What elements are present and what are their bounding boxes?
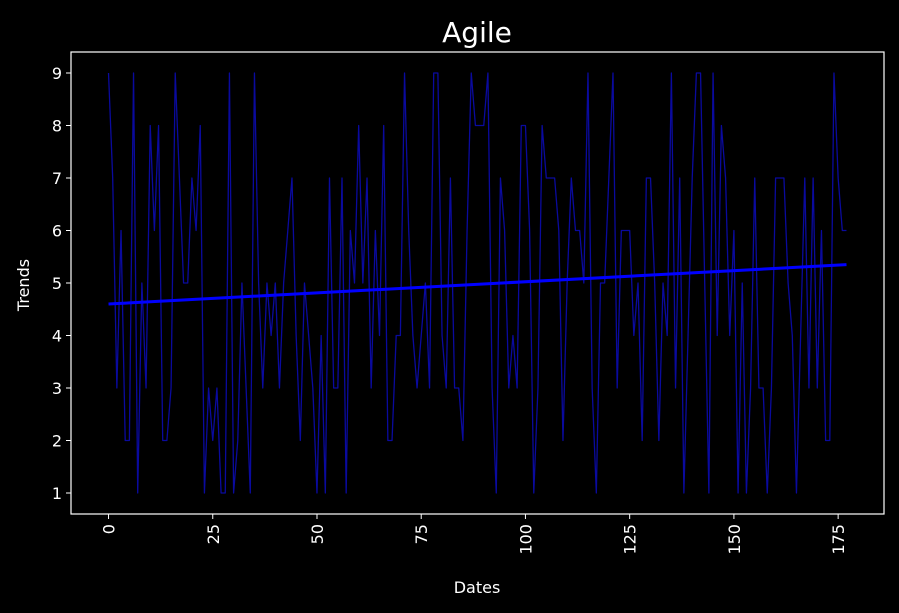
y-tick-label: 5 [52,274,62,293]
x-tick-label: 150 [725,524,744,555]
trend-line [108,263,847,306]
x-tick-label: 50 [308,524,327,544]
x-tick-label: 100 [516,524,535,555]
series-layer [107,72,847,494]
y-tick-label: 1 [52,484,62,503]
x-tick-label: 125 [621,524,640,555]
x-tick-label: 175 [829,524,848,555]
y-tick-label: 6 [52,222,62,241]
chart-title: Agile [442,16,512,49]
x-axis-label: Dates [454,578,501,597]
y-tick-label: 4 [52,327,62,346]
y-tick-label: 2 [52,432,62,451]
x-tick-label: 25 [204,524,223,544]
y-tick-label: 9 [52,64,62,83]
y-axis: 1 2 3 4 5 6 7 8 9 [52,64,71,503]
y-tick-label: 3 [52,379,62,398]
y-axis-label: Trends [14,259,33,312]
y-tick-label: 7 [52,169,62,188]
x-tick-label: 0 [100,524,119,534]
x-axis: 0 25 50 75 100 125 150 175 [100,514,848,555]
y-tick-label: 8 [52,117,62,136]
series-line [107,72,847,494]
x-tick-label: 75 [412,524,431,544]
